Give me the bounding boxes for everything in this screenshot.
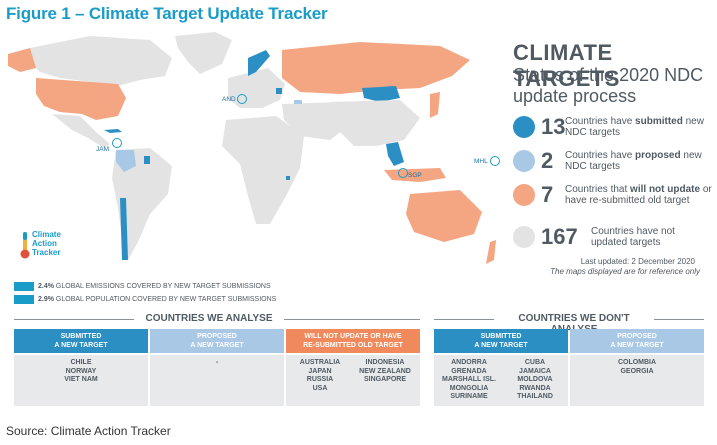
analysed-cell-submitted: CHILE NORWAY VIET NAM xyxy=(14,355,148,406)
map-suriname xyxy=(144,156,150,164)
map-moldova xyxy=(276,88,282,94)
logo-line-3: Tracker xyxy=(32,248,61,257)
legend-text: Countries have not updated targets xyxy=(591,226,675,248)
legend-submitted: 13 Countries have submitted new NDC targ… xyxy=(513,114,713,146)
legend-dot-proposed xyxy=(513,150,535,172)
not-analysed-cell-proposed: COLOMBIA GEORGIA xyxy=(570,355,704,406)
map-colombia xyxy=(116,150,136,172)
map-thailand xyxy=(386,142,404,166)
map-china xyxy=(330,100,420,146)
legend-dot-not-update xyxy=(513,184,535,206)
world-map xyxy=(8,32,496,264)
map-new-zealand xyxy=(486,240,496,264)
analysed-header-submitted: SUBMITTED A NEW TARGET xyxy=(14,329,148,353)
map-ring-jamaica xyxy=(112,138,122,148)
divider xyxy=(284,319,420,320)
legend-number: 167 xyxy=(541,224,578,249)
map-label-andorra: AND xyxy=(222,96,236,103)
analysed-header-proposed: PROPOSED A NEW TARGET xyxy=(150,329,284,353)
legend-dot-not-updated xyxy=(513,226,535,248)
legend-not-update: 7 Countries that will not update or have… xyxy=(513,182,713,214)
legend-number: 7 xyxy=(541,182,554,207)
map-label-marshall: MHL xyxy=(474,158,488,165)
map-label-jamaica: JAM xyxy=(96,146,109,153)
emissions-label: 2.4% GLOBAL EMISSIONS COVERED BY NEW TAR… xyxy=(38,283,271,290)
map-mongolia xyxy=(362,86,400,102)
not-analysed-cell-submitted: ANDORRA GRENADA MARSHALL ISL. MONGOLIA S… xyxy=(434,355,568,406)
map-mexico xyxy=(52,114,110,148)
map-ring-singapore xyxy=(398,168,408,178)
map-japan xyxy=(430,92,440,118)
panel-title: CLIMATE TARGETS xyxy=(513,40,620,91)
figure-title: Figure 1 – Climate Target Update Tracker xyxy=(6,4,328,23)
map-georgia xyxy=(294,100,302,104)
analysed-cell-not-update: AUSTRALIA JAPAN RUSSIA USA INDONESIA NEW… xyxy=(286,355,420,406)
map-greenland xyxy=(175,32,232,74)
legend-text: Countries that will not update or have r… xyxy=(565,184,712,206)
map-alaska xyxy=(8,48,36,72)
map-chile xyxy=(120,198,128,260)
map-ring-andorra xyxy=(237,94,247,104)
legend-number: 2 xyxy=(541,148,554,173)
emissions-bar xyxy=(14,282,34,291)
legend-text: Countries have submitted new NDC targets xyxy=(565,116,704,138)
legend-not-updated: 167 Countries have not updated targets xyxy=(513,224,713,256)
divider xyxy=(14,319,134,320)
analysed-header-not-update: WILL NOT UPDATE OR HAVE RE-SUBMITTED OLD … xyxy=(286,329,420,353)
map-russia xyxy=(282,42,470,94)
panel-subtitle: Status of the 2020 NDC update process xyxy=(513,65,704,106)
map-norway xyxy=(248,50,270,76)
population-label: 2.9% GLOBAL POPULATION COVERED BY NEW TA… xyxy=(38,296,277,303)
reference-note: The maps displayed are for reference onl… xyxy=(550,267,700,276)
map-australia xyxy=(406,190,482,242)
map-canada xyxy=(28,36,172,86)
divider xyxy=(654,319,704,320)
logo-line-1: Climate xyxy=(32,230,61,239)
not-analysed-header-submitted: SUBMITTED A NEW TARGET xyxy=(434,329,568,353)
logo-line-2: Action xyxy=(32,239,57,248)
analysed-heading: COUNTRIES WE ANALYSE xyxy=(145,313,273,324)
map-africa xyxy=(222,116,304,224)
legend-dot-submitted xyxy=(513,116,535,138)
map-label-singapore: SGP xyxy=(408,172,422,179)
divider xyxy=(434,319,494,320)
map-cuba xyxy=(104,129,122,133)
map-ring-marshall xyxy=(490,156,500,166)
map-rwanda xyxy=(286,176,290,180)
not-analysed-header-proposed: PROPOSED A NEW TARGET xyxy=(570,329,704,353)
last-updated: Last updated: 2 December 2020 xyxy=(580,257,695,266)
source-caption: Source: Climate Action Tracker xyxy=(6,424,171,438)
thermometer-icon xyxy=(20,232,30,259)
climate-action-tracker-logo: Climate Action Tracker xyxy=(20,230,100,264)
legend-proposed: 2 Countries have proposed new NDC target… xyxy=(513,148,713,180)
analysed-cell-proposed: - xyxy=(150,355,284,406)
map-usa xyxy=(36,78,126,120)
legend-text: Countries have proposed new NDC targets xyxy=(565,150,702,172)
legend-number: 13 xyxy=(541,114,566,139)
population-bar xyxy=(14,295,34,304)
